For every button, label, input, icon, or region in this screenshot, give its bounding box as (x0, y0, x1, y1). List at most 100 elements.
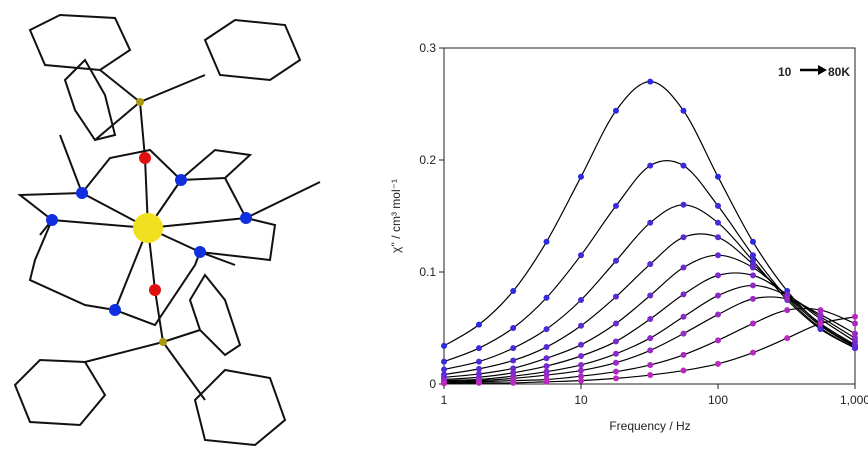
data-point (612, 338, 619, 345)
data-point (784, 335, 791, 342)
data-point (441, 342, 447, 349)
data-point (749, 320, 756, 327)
data-point (510, 288, 517, 295)
data-point (680, 313, 687, 320)
atom-n (240, 212, 252, 224)
data-point (647, 261, 654, 268)
data-point (647, 335, 654, 342)
bond (59, 134, 253, 195)
ring (188, 273, 242, 357)
data-point (612, 202, 619, 209)
data-point (612, 107, 619, 114)
data-point (578, 377, 584, 384)
data-point (749, 295, 756, 302)
data-point (715, 292, 721, 299)
data-point (441, 358, 447, 365)
bond (51, 219, 149, 229)
data-point (749, 282, 756, 289)
data-point (852, 313, 858, 320)
data-point (543, 326, 550, 333)
data-point (749, 264, 756, 271)
data-point (715, 311, 721, 318)
data-point (578, 373, 584, 380)
data-point (852, 320, 858, 327)
bond (94, 99, 146, 159)
atom-n (76, 187, 88, 199)
atom-o (139, 152, 151, 164)
data-point (749, 349, 756, 356)
plot-frame (443, 47, 856, 385)
data-point (784, 295, 791, 302)
data-point (475, 365, 482, 372)
x-axis-label: Frequency / Hz (609, 419, 690, 433)
data-point (510, 325, 517, 331)
data-point (510, 379, 517, 386)
data-point (680, 330, 687, 337)
y-tick-label: 0 (429, 377, 436, 391)
x-tick-label: 100 (708, 393, 728, 407)
bond (199, 177, 277, 266)
atom-p (136, 98, 144, 106)
data-point (680, 107, 687, 114)
y-tick-label: 0.2 (419, 153, 436, 167)
atom-n (175, 174, 187, 186)
data-point (715, 337, 721, 344)
annotation: 80K (828, 65, 850, 79)
data-point (510, 357, 517, 364)
data-point (578, 361, 584, 368)
data-point (647, 347, 654, 354)
data-point (543, 363, 550, 370)
data-point (612, 359, 619, 366)
data-point (715, 252, 721, 259)
data-point (715, 219, 721, 226)
data-point (475, 321, 482, 328)
x-tick-label: 1,000 (840, 393, 868, 407)
data-point (578, 173, 584, 180)
data-point (715, 234, 721, 241)
atom-n (194, 246, 206, 258)
data-point (784, 307, 791, 314)
data-point (578, 252, 584, 259)
bond (99, 69, 206, 104)
data-point (441, 380, 447, 387)
data-point (647, 316, 654, 323)
data-point (647, 78, 654, 85)
ring (193, 368, 287, 447)
data-point (715, 360, 721, 367)
data-point (543, 372, 550, 379)
data-point (543, 355, 550, 362)
data-point (510, 365, 517, 372)
data-point (647, 162, 654, 169)
data-point (475, 358, 482, 365)
x-tick-label: 10 (574, 393, 588, 407)
atom-n (109, 304, 121, 316)
bond (17, 192, 201, 327)
data-point (680, 234, 687, 241)
fit-line (443, 159, 856, 363)
atom-n (46, 214, 58, 226)
data-point (715, 202, 721, 209)
fit-line (443, 204, 856, 371)
data-point (612, 257, 619, 264)
atom-p (159, 338, 167, 346)
ring (63, 58, 117, 142)
ring (28, 13, 132, 72)
data-point (715, 272, 721, 279)
data-point (578, 297, 584, 303)
data-point (852, 335, 858, 342)
data-point (680, 162, 687, 169)
annotation: 10 (778, 65, 792, 79)
bond (245, 181, 321, 219)
data-point (578, 367, 584, 374)
atom-metal (133, 213, 163, 243)
data-point (680, 264, 687, 271)
data-point (612, 293, 619, 300)
data-point (578, 353, 584, 359)
ring (203, 18, 302, 82)
arrow-head (818, 65, 827, 75)
data-point (578, 322, 584, 329)
data-point (543, 238, 550, 245)
data-point (510, 345, 517, 352)
